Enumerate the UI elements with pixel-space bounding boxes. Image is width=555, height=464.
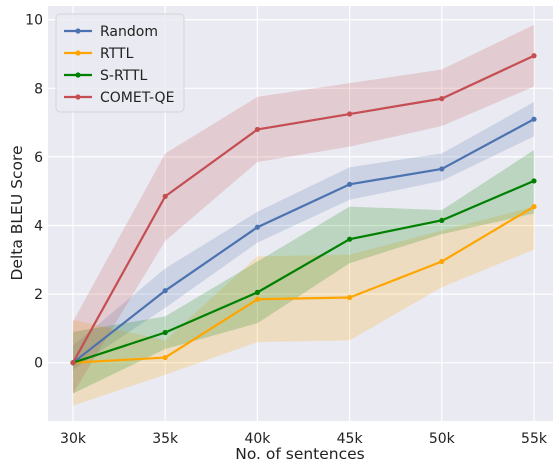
random-line — [72, 118, 535, 364]
x-axis-title: No. of sentences — [235, 445, 365, 463]
y-axis-title: Delta BLEU Score — [8, 145, 26, 280]
rttl-point — [531, 204, 537, 210]
legend-box — [55, 13, 185, 113]
comet-qe-point — [254, 126, 260, 133]
random-point — [347, 181, 353, 187]
y-tick-label: 2 — [34, 287, 43, 303]
legend-marker-comet-qe — [75, 94, 81, 100]
comet-qe-point — [531, 53, 537, 59]
rttl-point — [347, 294, 353, 301]
grid-lines — [48, 6, 553, 421]
legend-label-comet-qe: COMET-QE — [100, 90, 174, 106]
s-rttl-point — [254, 289, 260, 295]
x-tick-label: 35k — [152, 431, 179, 447]
comet-qe-point — [70, 360, 76, 366]
comet-qe-point — [347, 111, 353, 117]
series-points — [70, 53, 537, 366]
s-rttl-band — [73, 150, 534, 394]
s-rttl-point — [347, 236, 353, 242]
y-tick-label: 4 — [34, 219, 43, 235]
confidence-bands — [73, 24, 534, 406]
legend-marker-s-rttl — [75, 72, 81, 78]
rttl-point — [439, 258, 445, 265]
random-point — [439, 166, 445, 172]
x-tick-label: 50k — [429, 431, 456, 447]
legend-marker-random — [75, 28, 81, 34]
legend-marker-rttl — [75, 50, 81, 56]
comet-qe-point — [162, 193, 168, 199]
x-tick-label: 40k — [244, 431, 271, 447]
random-point — [531, 116, 537, 122]
comet-qe-band — [73, 24, 534, 394]
rttl-line — [72, 205, 535, 364]
rttl-point — [162, 354, 168, 361]
random-band — [73, 102, 534, 370]
comet-qe-line — [72, 54, 535, 364]
s-rttl-point — [439, 217, 445, 223]
y-tick-label: 10 — [25, 13, 43, 29]
y-tick-label: 8 — [34, 81, 43, 97]
x-tick-label: 30k — [60, 431, 87, 447]
tick-labels: 30k 35k 40k 45k 50k 55k 0 2 4 6 8 10 — [25, 13, 548, 447]
legend: Random RTTL S-RTTL COMET-QE — [55, 13, 185, 113]
series-lines — [72, 54, 535, 364]
s-rttl-line — [72, 179, 535, 364]
random-point — [162, 288, 168, 294]
x-tick-label: 45k — [337, 431, 364, 447]
y-tick-label: 0 — [34, 356, 43, 372]
legend-label-random: Random — [100, 24, 158, 40]
legend-label-rttl: RTTL — [100, 46, 134, 62]
comet-qe-point — [439, 96, 445, 102]
legend-label-s-rttl: S-RTTL — [100, 68, 148, 84]
random-point — [254, 224, 260, 230]
rttl-band — [73, 206, 534, 406]
y-tick-label: 6 — [34, 150, 43, 166]
s-rttl-point — [531, 178, 537, 184]
s-rttl-point — [162, 329, 168, 336]
rttl-point — [254, 296, 260, 302]
x-tick-label: 55k — [521, 431, 548, 447]
